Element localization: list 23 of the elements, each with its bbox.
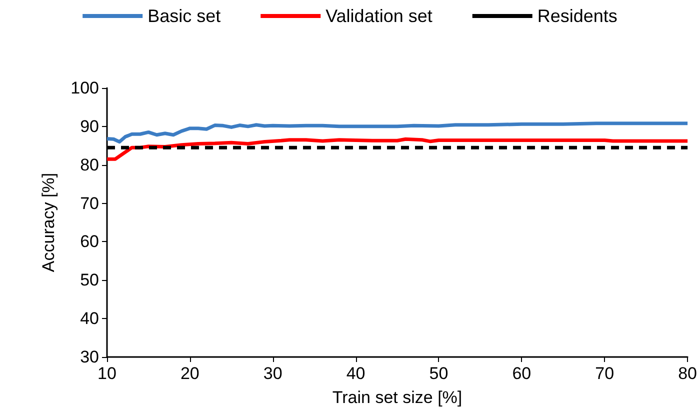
line-series — [105, 122, 690, 144]
legend-label: Validation set — [326, 6, 432, 26]
y-tick-label: 60 — [80, 232, 99, 252]
line-series — [105, 137, 690, 161]
x-tick-label: 30 — [263, 364, 282, 383]
x-tick-label: 80 — [678, 364, 698, 383]
x-tick-label: 60 — [512, 364, 532, 383]
x-axis-title: Train set size [%] — [332, 388, 462, 407]
x-tick-label: 40 — [346, 364, 366, 383]
x-tick-label: 20 — [180, 364, 200, 383]
y-tick-label: 40 — [80, 309, 99, 328]
legend-label: Residents — [537, 6, 618, 26]
y-tick-label: 100 — [70, 78, 99, 98]
y-axis-title: Accuracy [%] — [39, 172, 58, 272]
y-tick-label: 70 — [80, 194, 99, 213]
x-tick-label: 50 — [429, 364, 448, 383]
legend-label: Basic set — [148, 6, 221, 26]
y-tick-label: 90 — [80, 116, 99, 136]
x-tick-label: 10 — [98, 364, 116, 383]
y-tick-label: 50 — [80, 270, 99, 290]
y-tick-label: 30 — [80, 348, 99, 366]
y-tick-label: 80 — [80, 155, 99, 174]
x-tick-label: 70 — [595, 364, 614, 383]
